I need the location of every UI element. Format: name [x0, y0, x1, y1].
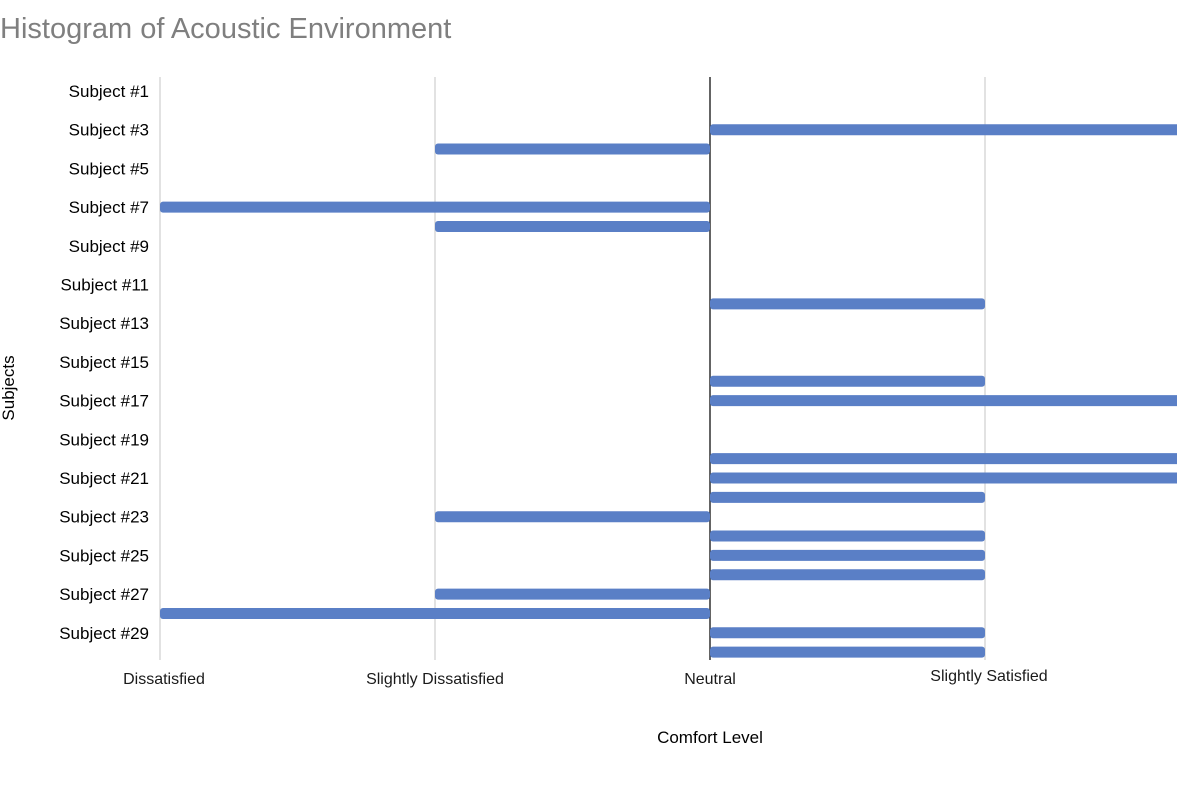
category-label: Subject #23: [59, 508, 149, 527]
category-label: Subject #1: [69, 82, 149, 101]
gridlines: [159, 77, 986, 660]
bar: [710, 646, 985, 658]
category-label: Subject #11: [60, 276, 149, 295]
bar: [710, 124, 1177, 136]
category-label: Subject #5: [69, 159, 149, 178]
bar: [710, 395, 1177, 407]
category-label: Subject #13: [59, 314, 149, 333]
bar: [710, 549, 985, 561]
bar: [435, 143, 710, 155]
category-label: Subject #21: [59, 469, 149, 488]
bar: [710, 298, 985, 310]
x-tick-label: Slightly Satisfied: [930, 668, 1047, 685]
bar: [435, 511, 710, 523]
bar: [710, 491, 985, 503]
bar: [710, 453, 1177, 465]
chart-title: Histogram of Acoustic Environment: [0, 13, 452, 45]
y-axis-title: Subjects: [0, 355, 18, 420]
category-labels: Subject #1 Subject #3 Subject #5 Subject #7…: [59, 82, 149, 643]
x-axis-title: Comfort Level: [657, 728, 763, 747]
bars: [160, 124, 1177, 658]
category-label: Subject #29: [59, 624, 149, 643]
x-tick-label: Neutral: [684, 671, 736, 688]
bar: [435, 220, 710, 232]
category-label: Subject #25: [59, 546, 149, 565]
bar: [710, 569, 985, 581]
category-label: Subject #15: [59, 353, 149, 372]
category-label: Subject #19: [59, 430, 149, 449]
bar: [160, 607, 710, 619]
category-label: Subject #7: [69, 198, 149, 217]
bar: [160, 201, 710, 213]
bar: [435, 588, 710, 600]
category-label: Subject #9: [69, 237, 149, 256]
bar: [710, 375, 985, 387]
category-label: Subject #27: [59, 585, 149, 604]
bar: [710, 530, 985, 542]
x-tick-label: Slightly Dissatisfied: [366, 671, 504, 688]
category-label: Subject #3: [69, 121, 149, 140]
x-tick-labels: Dissatisfied Slightly Dissatisfied Neutral…: [123, 668, 1048, 688]
x-tick-label: Dissatisfied: [123, 671, 205, 688]
bar: [710, 472, 1177, 484]
bar: [710, 627, 985, 639]
category-label: Subject #17: [59, 392, 149, 411]
